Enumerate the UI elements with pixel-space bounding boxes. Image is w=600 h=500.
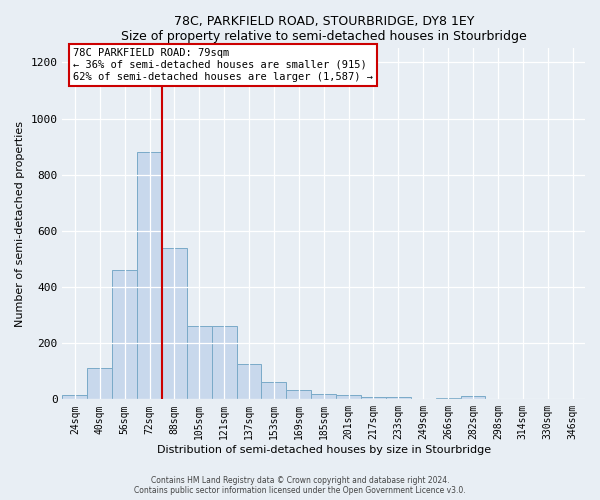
Title: 78C, PARKFIELD ROAD, STOURBRIDGE, DY8 1EY
Size of property relative to semi-deta: 78C, PARKFIELD ROAD, STOURBRIDGE, DY8 1E… [121,15,527,43]
X-axis label: Distribution of semi-detached houses by size in Stourbridge: Distribution of semi-detached houses by … [157,445,491,455]
Bar [62,395,88,400]
Bar [386,397,411,400]
Text: 78C PARKFIELD ROAD: 79sqm
← 36% of semi-detached houses are smaller (915)
62% of: 78C PARKFIELD ROAD: 79sqm ← 36% of semi-… [73,48,373,82]
Bar [262,382,286,400]
Bar [436,398,461,400]
Bar [88,368,112,400]
Bar [112,270,137,400]
Bar [137,152,162,400]
Bar [461,396,485,400]
Bar [311,394,336,400]
Text: Contains HM Land Registry data © Crown copyright and database right 2024.
Contai: Contains HM Land Registry data © Crown c… [134,476,466,495]
Y-axis label: Number of semi-detached properties: Number of semi-detached properties [15,121,25,327]
Bar [162,248,187,400]
Bar [212,326,236,400]
Bar [336,395,361,400]
Bar [187,326,212,400]
Bar [361,396,386,400]
Bar [236,364,262,400]
Bar [286,390,311,400]
